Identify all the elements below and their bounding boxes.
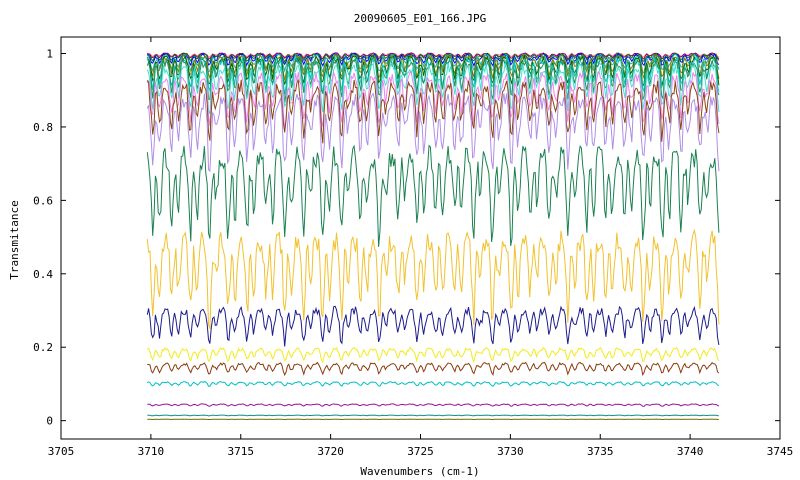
y-tick-label: 1 bbox=[46, 48, 53, 61]
series-group bbox=[146, 52, 720, 421]
x-tick-label: 3740 bbox=[677, 445, 704, 458]
y-tick-label: 0 bbox=[46, 415, 53, 428]
x-tick-label: 3710 bbox=[138, 445, 165, 458]
series-line-19 bbox=[147, 403, 720, 407]
y-tick-label: 0.6 bbox=[33, 194, 53, 207]
x-tick-label: 3745 bbox=[767, 445, 794, 458]
x-tick-label: 3730 bbox=[497, 445, 524, 458]
y-axis-label: Transmitance bbox=[8, 200, 21, 279]
series-line-13 bbox=[146, 144, 720, 247]
series-line-3 bbox=[146, 52, 720, 68]
y-tick-label: 0.4 bbox=[33, 268, 53, 281]
x-tick-label: 3720 bbox=[317, 445, 344, 458]
x-tick-label: 3725 bbox=[407, 445, 434, 458]
x-axis-label: Wavenumbers (cm-1) bbox=[360, 465, 479, 478]
x-tick-label: 3715 bbox=[228, 445, 255, 458]
y-tick-label: 0.2 bbox=[33, 341, 53, 354]
series-line-15 bbox=[146, 305, 720, 347]
series-line-12 bbox=[146, 92, 720, 173]
series-line-1 bbox=[147, 52, 720, 60]
x-axis: 3705 3710 3715 3720 3725 3730 3735 3740 3745 bbox=[48, 37, 794, 458]
series-line-11 bbox=[146, 78, 720, 144]
chart-title: 20090605_E01_166.JPG bbox=[354, 12, 486, 25]
y-axis: 0 0.2 0.4 0.6 0.8 1 bbox=[33, 48, 780, 428]
series-line-8 bbox=[146, 56, 720, 103]
x-tick-label: 3735 bbox=[587, 445, 614, 458]
series-line-14 bbox=[146, 228, 720, 329]
x-tick-label: 3705 bbox=[48, 445, 75, 458]
series-line-9 bbox=[146, 62, 720, 115]
y-tick-label: 0.8 bbox=[33, 121, 53, 134]
series-line-20 bbox=[147, 414, 719, 417]
series-line-5 bbox=[146, 52, 720, 81]
series-line-17 bbox=[147, 361, 720, 377]
series-line-18 bbox=[147, 381, 720, 387]
series-line-16 bbox=[147, 346, 720, 364]
